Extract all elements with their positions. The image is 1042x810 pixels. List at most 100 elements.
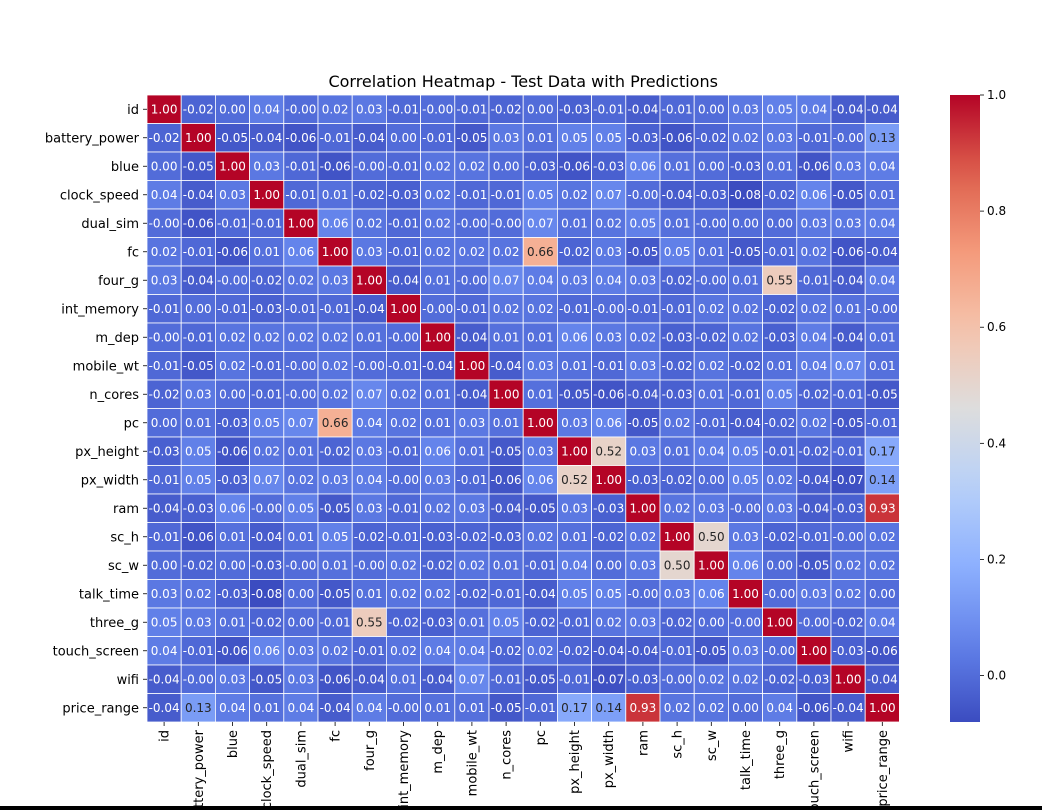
cell-value-label: -0.02 — [764, 416, 795, 430]
cell-value-label: 0.01 — [869, 359, 896, 373]
heatmap-cell — [454, 493, 490, 523]
cell-value-label: 0.05 — [595, 587, 622, 601]
heatmap-cell — [625, 636, 661, 666]
heatmap-cell — [762, 664, 798, 694]
heatmap-cell — [728, 123, 764, 153]
cell-value-label: 0.00 — [766, 216, 793, 230]
cell-value-label: 0.01 — [732, 273, 759, 287]
heatmap-cell — [214, 408, 250, 438]
cell-value-label: -0.02 — [354, 188, 385, 202]
cell-value-label: 1.00 — [390, 302, 417, 316]
cell-value-label: 0.03 — [459, 416, 486, 430]
cell-value-label: 0.02 — [835, 558, 862, 572]
cell-value-label: 0.01 — [424, 273, 451, 287]
cell-value-label: 0.02 — [459, 558, 486, 572]
heatmap-cell — [762, 208, 798, 238]
heatmap-cell — [283, 465, 319, 495]
cell-value-label: -0.00 — [764, 587, 795, 601]
heatmap-cell — [283, 693, 319, 723]
cell-value-label: 0.01 — [356, 330, 383, 344]
cell-value-label: -0.04 — [867, 102, 898, 116]
cell-value-label: -0.06 — [217, 444, 248, 458]
heatmap-cell — [385, 237, 421, 267]
heatmap-cell — [693, 550, 729, 580]
heatmap-cell — [214, 607, 250, 637]
heatmap-cell — [214, 664, 250, 694]
heatmap-cell — [625, 265, 661, 295]
heatmap-cell — [180, 237, 216, 267]
cell-value-label: -0.02 — [251, 615, 282, 629]
cell-value-label: -0.04 — [354, 131, 385, 145]
cell-value-label: -0.02 — [183, 102, 214, 116]
cell-value-label: 0.02 — [766, 473, 793, 487]
cell-value-label: -0.04 — [491, 359, 522, 373]
heatmap-cell — [762, 322, 798, 352]
cell-value-label: -0.01 — [251, 216, 282, 230]
heatmap-cell — [180, 94, 216, 124]
cell-value-label: -0.01 — [559, 615, 590, 629]
cell-value-label: -0.03 — [559, 102, 590, 116]
cell-value-label: -0.04 — [867, 245, 898, 259]
cell-value-label: 0.03 — [766, 131, 793, 145]
heatmap-cell — [796, 94, 832, 124]
cell-value-label: 0.93 — [869, 501, 896, 515]
cell-value-label: 1.00 — [698, 558, 725, 572]
heatmap-cell — [214, 636, 250, 666]
heatmap-cell — [180, 322, 216, 352]
cell-value-label: 0.04 — [459, 644, 486, 658]
cell-value-label: -0.00 — [627, 188, 658, 202]
heatmap-cell — [864, 123, 900, 153]
heatmap-cell — [830, 636, 866, 666]
cell-value-label: -0.02 — [764, 188, 795, 202]
cell-value-label: -0.01 — [320, 131, 351, 145]
x-tick-label: blue — [226, 730, 241, 758]
cell-value-label: 0.03 — [356, 501, 383, 515]
heatmap-cell — [317, 579, 353, 609]
cell-value-label: 0.02 — [253, 444, 280, 458]
y-tick-label: n_cores — [89, 388, 139, 403]
cell-value-label: 0.01 — [459, 444, 486, 458]
heatmap-cell — [864, 94, 900, 124]
cell-value-label: -0.03 — [525, 159, 556, 173]
cell-value-label: 0.17 — [561, 701, 588, 715]
heatmap-cell — [591, 636, 627, 666]
heatmap-cell — [385, 180, 421, 210]
cell-value-label: 0.03 — [801, 216, 828, 230]
cell-value-label: 0.02 — [424, 159, 451, 173]
heatmap-cell — [659, 550, 695, 580]
cell-value-label: 0.01 — [527, 330, 554, 344]
cell-value-label: 0.04 — [869, 615, 896, 629]
heatmap-cell — [762, 465, 798, 495]
heatmap-cell — [317, 180, 353, 210]
cell-value-label: 0.00 — [219, 558, 246, 572]
heatmap-cell — [728, 693, 764, 723]
cell-value-label: 0.02 — [459, 159, 486, 173]
cell-value-label: 0.01 — [322, 188, 349, 202]
cell-value-label: 0.01 — [698, 245, 725, 259]
heatmap-cell — [591, 436, 627, 466]
heatmap-cell — [625, 607, 661, 637]
cell-value-label: -0.06 — [183, 216, 214, 230]
x-axis-tick-labels: id battery_power blue clock_speed dual_sim fc… — [158, 722, 891, 806]
cell-value-label: -0.01 — [251, 359, 282, 373]
heatmap-cell — [146, 151, 182, 181]
cell-value-label: 0.00 — [151, 416, 178, 430]
cell-value-label: -0.04 — [491, 501, 522, 515]
heatmap-cell — [317, 237, 353, 267]
cell-value-label: -0.01 — [388, 359, 419, 373]
heatmap-cell — [317, 294, 353, 324]
cell-value-label: 0.00 — [151, 558, 178, 572]
heatmap-cell — [488, 151, 524, 181]
heatmap-cell — [864, 237, 900, 267]
cell-value-label: 0.00 — [732, 701, 759, 715]
cell-value-label: 0.04 — [356, 473, 383, 487]
cell-value-label: 1.00 — [424, 330, 451, 344]
cell-value-label: 0.00 — [869, 587, 896, 601]
cell-value-label: -0.06 — [320, 159, 351, 173]
cell-value-label: -0.02 — [456, 587, 487, 601]
cell-value-label: 0.02 — [801, 416, 828, 430]
cell-value-label: 0.02 — [527, 530, 554, 544]
cell-value-label: 0.03 — [322, 473, 349, 487]
cell-value-label: -0.04 — [593, 644, 624, 658]
